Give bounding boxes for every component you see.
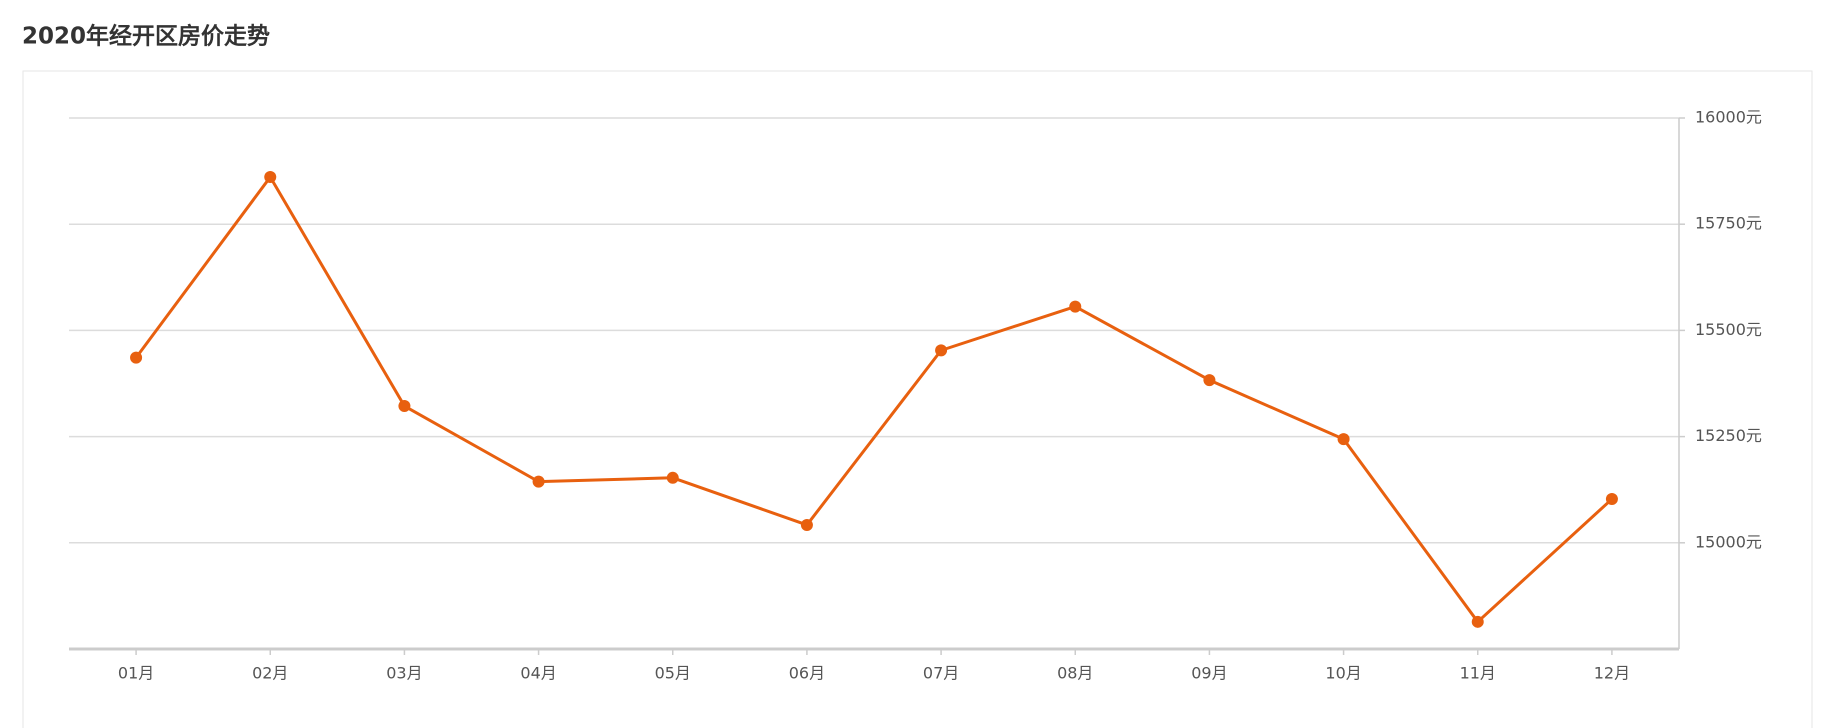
y-tick-label: 15000元 (1695, 532, 1762, 551)
data-point (398, 400, 411, 413)
x-tick-label: 04月 (520, 664, 556, 683)
data-point (1605, 493, 1618, 506)
series-line (134, 175, 1613, 624)
x-tick-label: 05月 (655, 664, 691, 683)
x-tick-label: 01月 (118, 664, 154, 683)
x-tick-label: 03月 (386, 664, 422, 683)
y-tick-label: 15500元 (1695, 320, 1762, 339)
x-tick-label: 06月 (789, 664, 825, 683)
x-tick-label: 10月 (1325, 664, 1361, 683)
y-tick-label: 16000元 (1695, 108, 1762, 127)
x-tick-label: 11月 (1460, 664, 1496, 683)
y-tick-label: 15250元 (1695, 426, 1762, 445)
data-point (935, 344, 948, 357)
data-point (1337, 433, 1350, 446)
data-point (532, 475, 545, 488)
y-tick-label: 15750元 (1695, 214, 1762, 233)
x-tick-label: 09月 (1191, 664, 1227, 683)
x-tick-label: 07月 (923, 664, 959, 683)
x-tick-label: 12月 (1594, 664, 1630, 683)
x-tick-label: 02月 (252, 664, 288, 683)
data-point (130, 351, 143, 364)
data-point (1069, 300, 1082, 313)
x-tick-label: 08月 (1057, 664, 1093, 683)
data-point (800, 518, 813, 531)
data-point (1203, 374, 1216, 387)
data-point (264, 171, 277, 184)
chart-title: 2020年经开区房价走势 (22, 23, 270, 50)
data-point (666, 471, 679, 484)
data-point (1471, 615, 1484, 628)
panel (22, 70, 1813, 728)
